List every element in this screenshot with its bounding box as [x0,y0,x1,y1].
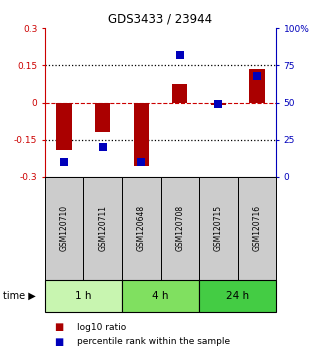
Text: 24 h: 24 h [226,291,249,301]
Bar [211,103,226,105]
Text: GDS3433 / 23944: GDS3433 / 23944 [108,12,213,25]
Point [62,159,67,165]
Bar [122,280,199,312]
Text: GSM120711: GSM120711 [98,205,107,251]
Point [177,52,182,58]
Bar [45,177,83,280]
Text: log10 ratio: log10 ratio [77,323,126,332]
Point [100,144,105,150]
Text: GSM120648: GSM120648 [137,205,146,251]
Bar [95,103,110,132]
Text: GSM120710: GSM120710 [60,205,69,251]
Bar [134,103,149,166]
Text: GSM120716: GSM120716 [252,205,261,251]
Bar [199,177,238,280]
Text: 4 h: 4 h [152,291,169,301]
Point [254,73,259,79]
Text: time ▶: time ▶ [3,291,36,301]
Bar [83,177,122,280]
Bar [238,177,276,280]
Text: GSM120715: GSM120715 [214,205,223,251]
Bar [249,69,265,103]
Bar [172,84,187,103]
Text: GSM120708: GSM120708 [175,205,184,251]
Point [139,159,144,165]
Bar [199,280,276,312]
Bar [45,280,122,312]
Text: 1 h: 1 h [75,291,92,301]
Text: ■: ■ [55,322,64,332]
Bar [56,103,72,150]
Bar [160,177,199,280]
Bar [122,177,160,280]
Text: percentile rank within the sample: percentile rank within the sample [77,337,230,346]
Text: ■: ■ [55,337,64,347]
Point [216,101,221,107]
